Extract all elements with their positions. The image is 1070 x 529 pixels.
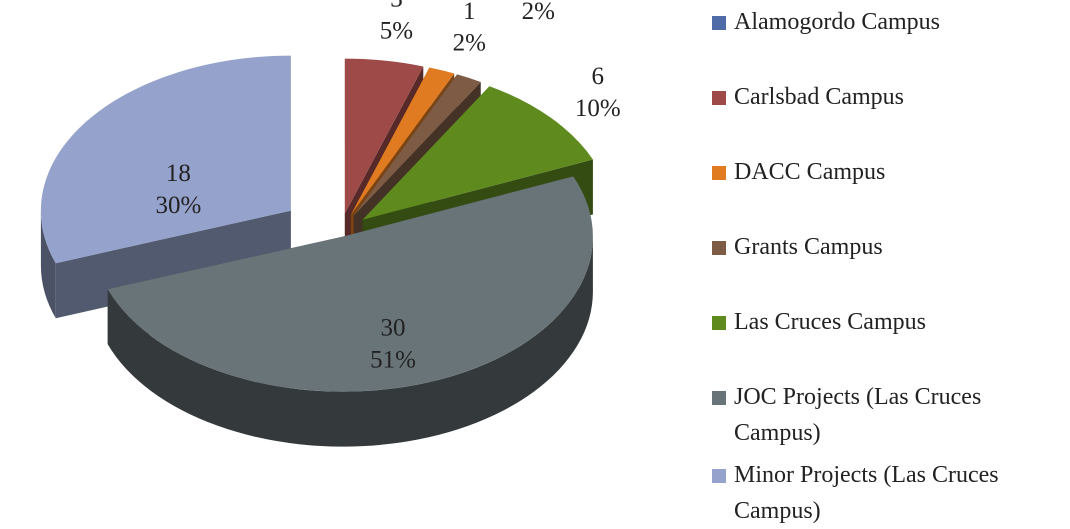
slice-side: [40, 210, 56, 319]
slice-side: [107, 236, 593, 447]
legend-item: Las Cruces Campus: [704, 304, 1054, 340]
legend-label: Alamogordo Campus: [734, 9, 940, 35]
slice-top: [40, 55, 291, 264]
slice-top: [350, 67, 455, 215]
data-label: 2%: [522, 0, 555, 25]
data-label: 5%: [380, 17, 413, 44]
data-label: 30: [380, 314, 405, 341]
data-label: 3: [390, 0, 403, 12]
data-label: 2%: [453, 30, 486, 57]
legend-label: Carlsbad Campus: [734, 84, 904, 110]
data-label: 30%: [155, 192, 201, 219]
legend-swatch: [712, 469, 726, 483]
legend-label: JOC Projects (Las Cruces Campus): [734, 384, 982, 446]
legend-swatch: [712, 166, 726, 180]
legend-item: Grants Campus: [704, 229, 1054, 265]
slice-top: [344, 58, 424, 214]
legend-label: Minor Projects (Las Cruces Campus): [734, 462, 999, 524]
legend-swatch: [712, 391, 726, 405]
legend-item: DACC Campus: [704, 154, 1054, 190]
legend-swatch: [712, 241, 726, 255]
legend-item: Minor Projects (Las Cruces Campus): [704, 457, 1054, 529]
legend-item: Alamogordo Campus: [704, 4, 1054, 40]
legend-item: JOC Projects (Las Cruces Campus): [704, 379, 1054, 451]
legend-swatch: [712, 316, 726, 330]
slice-top: [353, 74, 481, 216]
data-label: 6: [592, 63, 605, 90]
data-label: 1: [463, 0, 476, 25]
data-label: 51%: [370, 346, 416, 373]
legend-label: Las Cruces Campus: [734, 309, 926, 335]
slice: [107, 176, 593, 447]
data-label: 18: [166, 160, 191, 187]
legend-item: Carlsbad Campus: [704, 79, 1054, 115]
slice-top: [362, 86, 593, 220]
legend-swatch: [712, 91, 726, 105]
legend-label: Grants Campus: [734, 234, 883, 260]
legend-swatch: [712, 16, 726, 30]
slice-top: [107, 176, 593, 392]
legend-label: DACC Campus: [734, 159, 886, 185]
data-label: 10%: [575, 95, 621, 122]
